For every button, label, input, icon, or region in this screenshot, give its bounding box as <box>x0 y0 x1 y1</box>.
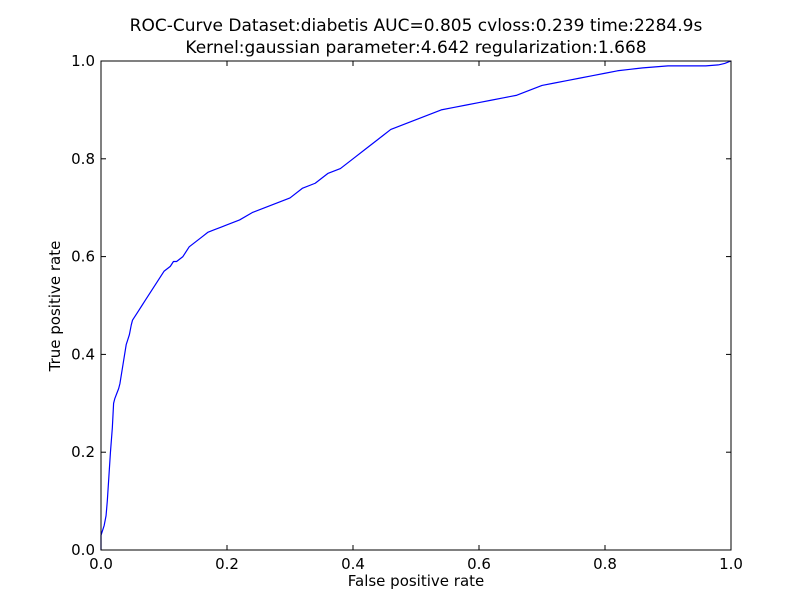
chart-title-line-1: ROC-Curve Dataset:diabetis AUC=0.805 cvl… <box>130 16 703 36</box>
x-tick-label: 0.0 <box>89 555 113 573</box>
x-tick-label: 0.4 <box>341 555 365 573</box>
x-tick-label: 0.8 <box>593 555 617 573</box>
y-tick-label: 0.0 <box>71 541 95 559</box>
y-tick-label: 0.2 <box>71 443 95 461</box>
x-axis-label: False positive rate <box>348 572 485 590</box>
chart-title-line-2: Kernel:gaussian parameter:4.642 regulari… <box>185 38 646 58</box>
y-tick-label: 0.6 <box>71 248 95 266</box>
x-tick-label: 1.0 <box>719 555 743 573</box>
y-tick-label: 0.4 <box>71 345 95 363</box>
y-tick-label: 0.8 <box>71 150 95 168</box>
y-axis-label: True positive rate <box>46 241 64 373</box>
plot-frame <box>100 60 732 551</box>
x-tick-label: 0.6 <box>467 555 491 573</box>
x-tick-label: 0.2 <box>215 555 239 573</box>
plot-background <box>101 61 731 550</box>
y-tick-label: 1.0 <box>71 52 95 70</box>
roc-curve-line <box>100 60 732 550</box>
plot-area: 0.0 0.2 0.4 0.6 0.8 1.0 0.0 0.2 0.4 0.6 0.8 1.0 <box>71 52 743 573</box>
